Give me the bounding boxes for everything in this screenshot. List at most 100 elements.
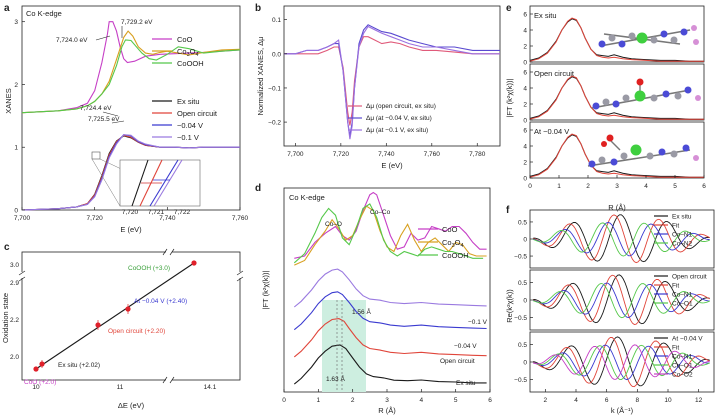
annotation-arrow-7725-5 [111, 120, 125, 124]
b-ytick-label-0: −0.2 [268, 120, 281, 127]
panel-b-ticks: 7,700 7,720 7,740 7,760 7,780 −0.2 −0.1 0.0 0.1 [268, 17, 486, 158]
f-curve-1-1 [532, 274, 710, 325]
e-mol1-atom-h1 [691, 25, 697, 31]
f-ytick-label-1-1: 0 [523, 298, 527, 305]
e-ytick-label-2-2: 4 [523, 144, 527, 151]
f-curve-1-0 [533, 274, 710, 325]
panel-e-subplots: 0 2 4 6 0 2 4 6 0 2 4 6 0 1 2 3 4 5 6 [523, 5, 706, 190]
b-xtick-label-0: 7,700 [287, 151, 304, 158]
e-mol3-atom-n1 [588, 160, 596, 168]
f-legend-label-2-0: At −0.04 V [672, 336, 703, 343]
annotation-7729-2: 7,729.2 eV [121, 19, 153, 26]
e-mol2-atom-h1 [695, 95, 701, 101]
e-ytick-label-2-0: 0 [523, 176, 527, 183]
f-curve-2-1 [532, 336, 710, 388]
e-mol1-atom-n4 [680, 28, 688, 36]
b-ytick-label-2: 0.0 [272, 51, 281, 58]
panel-d: d Co K-edge 0 1 2 3 4 5 6 Co–O Co–Co 1.56 Å 1.… [255, 183, 492, 415]
c-break-bottom-1 [162, 376, 168, 384]
a-xtick-label-2: 7,740 [159, 215, 176, 222]
c-break-bottom-2 [169, 376, 175, 384]
panel-b: b 7,700 7,720 7,740 7,760 7,780 −0.2 −0.1 0.0 0.… [255, 3, 501, 170]
panel-a-curves [21, 21, 241, 211]
panel-label-e: e [506, 3, 512, 14]
panel-d-ylabel: |FT (k²χ(k))| [261, 270, 270, 309]
d-label-open-circuit: Open circuit [440, 358, 475, 365]
annotation-7724-4: 7,724.4 eV [80, 105, 112, 112]
d-xtick-label-3: 3 [385, 397, 389, 404]
inset-tick-7721: 7,721 [148, 209, 165, 216]
e-ytick-label-0-2: 4 [523, 28, 527, 35]
f-ytick-label-2-0: 0.5 [518, 342, 527, 349]
c-label-004: At −0.04 V (+2.40) [134, 298, 187, 305]
e-xtick-label-5: 5 [673, 183, 677, 190]
e-mol1-atom-c1 [608, 34, 616, 42]
f-legend-label-2-3: Co–O1 [672, 363, 693, 370]
panel-label-a: a [4, 3, 10, 14]
panel-a-ticks: 7,700 7,720 7,740 7,760 0 1 2 3 [14, 19, 249, 222]
panel-e: e 0 2 4 6 0 2 4 6 0 2 4 6 0 1 2 3 4 5 6 |FT (k²χ(k))| R (Å… [505, 3, 706, 212]
a-ytick-label-3: 3 [14, 19, 18, 26]
e-mol2-atom-co [634, 90, 646, 102]
e-mol2-atom-o [636, 78, 644, 86]
e-mol2-atom-c2 [622, 94, 630, 102]
panel-c-ylabel: Oxidation state [1, 293, 10, 343]
legend-a-label-open-circuit: Open circuit [177, 109, 218, 118]
c-ytick-3-0: 3.0 [10, 262, 19, 269]
d-series-4 [293, 291, 487, 331]
annotation-7724-0: 7,724.0 eV [56, 37, 88, 44]
a-series-6 [21, 134, 240, 211]
panel-label-f: f [506, 205, 510, 216]
f-ytick-label-2-2: −0.5 [514, 377, 527, 384]
f-curve-0-0 [533, 214, 710, 263]
c-xtick-14-1: 14.1 [204, 384, 217, 391]
c-break-right-gap [239, 272, 242, 278]
panel-d-ticks: 0 1 2 3 4 5 6 [282, 389, 492, 404]
e-mol3-atom-c2 [620, 152, 628, 160]
b-series-2 [284, 25, 500, 140]
f-legend-label-1-3: Co–O1 [672, 301, 693, 308]
d-xtick-label-2: 2 [351, 397, 355, 404]
f-curve-0-3 [532, 222, 710, 257]
panel-b-ylabel: Normalized XANES, Δμ [256, 37, 265, 116]
f-ytick-label-0-1: 0 [523, 237, 527, 244]
legend-d-label-Co3O4: Co3O4 [442, 238, 464, 249]
e-title-004: At −0.04 V [534, 127, 569, 136]
e-fit-0 [529, 17, 704, 62]
legend-d-label-CoO: CoO [442, 225, 458, 234]
inset-source-box [91, 151, 101, 160]
panel-c-xlabel: ΔE (eV) [118, 401, 145, 410]
panel-b-frame [283, 5, 501, 147]
legend-a-label-004: −0.04 V [177, 121, 203, 130]
f-legend-label-2-4: Co–O2 [672, 372, 693, 379]
f-legend-label-0-0: Ex situ [672, 214, 692, 221]
c-point-open-circuit [95, 322, 101, 328]
e-mol3-atom-h1 [693, 155, 699, 161]
legend-b-label-004: Δμ (at −0.04 V, ex situ) [366, 115, 432, 122]
f-ytick-label-2-1: 0 [523, 360, 527, 367]
annotation-7725-5: 7,725.5 eV [88, 116, 120, 123]
f-ytick-label-0-0: 0.5 [518, 219, 527, 226]
panel-label-b: b [255, 3, 261, 14]
f-xtick-label-3: 8 [636, 397, 640, 404]
c-break-left-2 [18, 276, 26, 282]
panel-label-d: d [255, 183, 261, 194]
e-fit-1 [529, 75, 704, 120]
annotation-arrow-7724-0 [95, 35, 111, 41]
inset-guide-left [91, 158, 121, 207]
f-xtick-label-0: 2 [544, 397, 548, 404]
f-xtick-label-5: 12 [695, 397, 703, 404]
legend-b-label-01: Δμ (at −0.1 V, ex situ) [366, 127, 428, 134]
c-point-CoO [33, 366, 39, 372]
e-mol1-atom-co [636, 32, 648, 44]
panel-b-xlabel: E (eV) [381, 161, 403, 170]
panel-a: a Co K-edge 7,700 7,720 7,740 7,760 0 1 2 3 XAN… [4, 3, 249, 234]
c-break-top-1 [162, 248, 168, 256]
f-ytick-label-0-2: −0.5 [514, 254, 527, 261]
e-ytick-label-1-2: 4 [523, 86, 527, 93]
e-ytick-label-2-3: 6 [523, 128, 527, 135]
e-mol3-atom-n4 [682, 144, 690, 152]
e-mol2-atom-n2 [612, 100, 620, 108]
c-ytick-2-0: 2.0 [10, 354, 19, 361]
legend-d-label-CoOOH: CoOOH [442, 251, 469, 260]
